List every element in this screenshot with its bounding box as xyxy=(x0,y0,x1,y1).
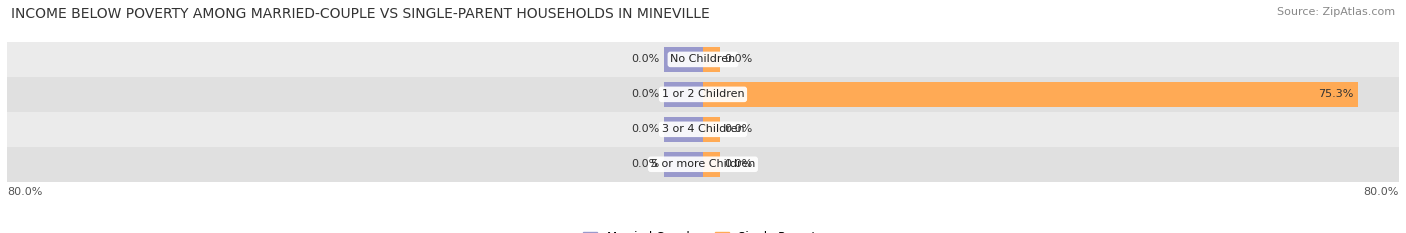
Text: 0.0%: 0.0% xyxy=(724,55,754,64)
Text: 80.0%: 80.0% xyxy=(7,187,42,197)
Text: No Children: No Children xyxy=(671,55,735,64)
Text: 0.0%: 0.0% xyxy=(631,89,659,99)
Bar xyxy=(664,82,703,107)
Bar xyxy=(7,147,1399,182)
Bar xyxy=(703,47,720,72)
Bar xyxy=(7,112,1399,147)
Text: 5 or more Children: 5 or more Children xyxy=(651,159,755,169)
Text: 0.0%: 0.0% xyxy=(724,124,754,134)
Text: 0.0%: 0.0% xyxy=(631,124,659,134)
Text: 75.3%: 75.3% xyxy=(1319,89,1354,99)
Bar xyxy=(664,47,703,72)
Text: INCOME BELOW POVERTY AMONG MARRIED-COUPLE VS SINGLE-PARENT HOUSEHOLDS IN MINEVIL: INCOME BELOW POVERTY AMONG MARRIED-COUPL… xyxy=(11,7,710,21)
Bar xyxy=(703,152,720,177)
Legend: Married Couples, Single Parents: Married Couples, Single Parents xyxy=(579,226,827,233)
Bar xyxy=(664,152,703,177)
Bar xyxy=(7,42,1399,77)
Bar xyxy=(703,117,720,142)
Text: 0.0%: 0.0% xyxy=(631,159,659,169)
Text: Source: ZipAtlas.com: Source: ZipAtlas.com xyxy=(1277,7,1395,17)
Text: 80.0%: 80.0% xyxy=(1364,187,1399,197)
Bar xyxy=(664,117,703,142)
Bar xyxy=(703,82,1358,107)
Text: 3 or 4 Children: 3 or 4 Children xyxy=(662,124,744,134)
Text: 0.0%: 0.0% xyxy=(724,159,754,169)
Text: 1 or 2 Children: 1 or 2 Children xyxy=(662,89,744,99)
Text: 0.0%: 0.0% xyxy=(631,55,659,64)
Bar xyxy=(7,77,1399,112)
